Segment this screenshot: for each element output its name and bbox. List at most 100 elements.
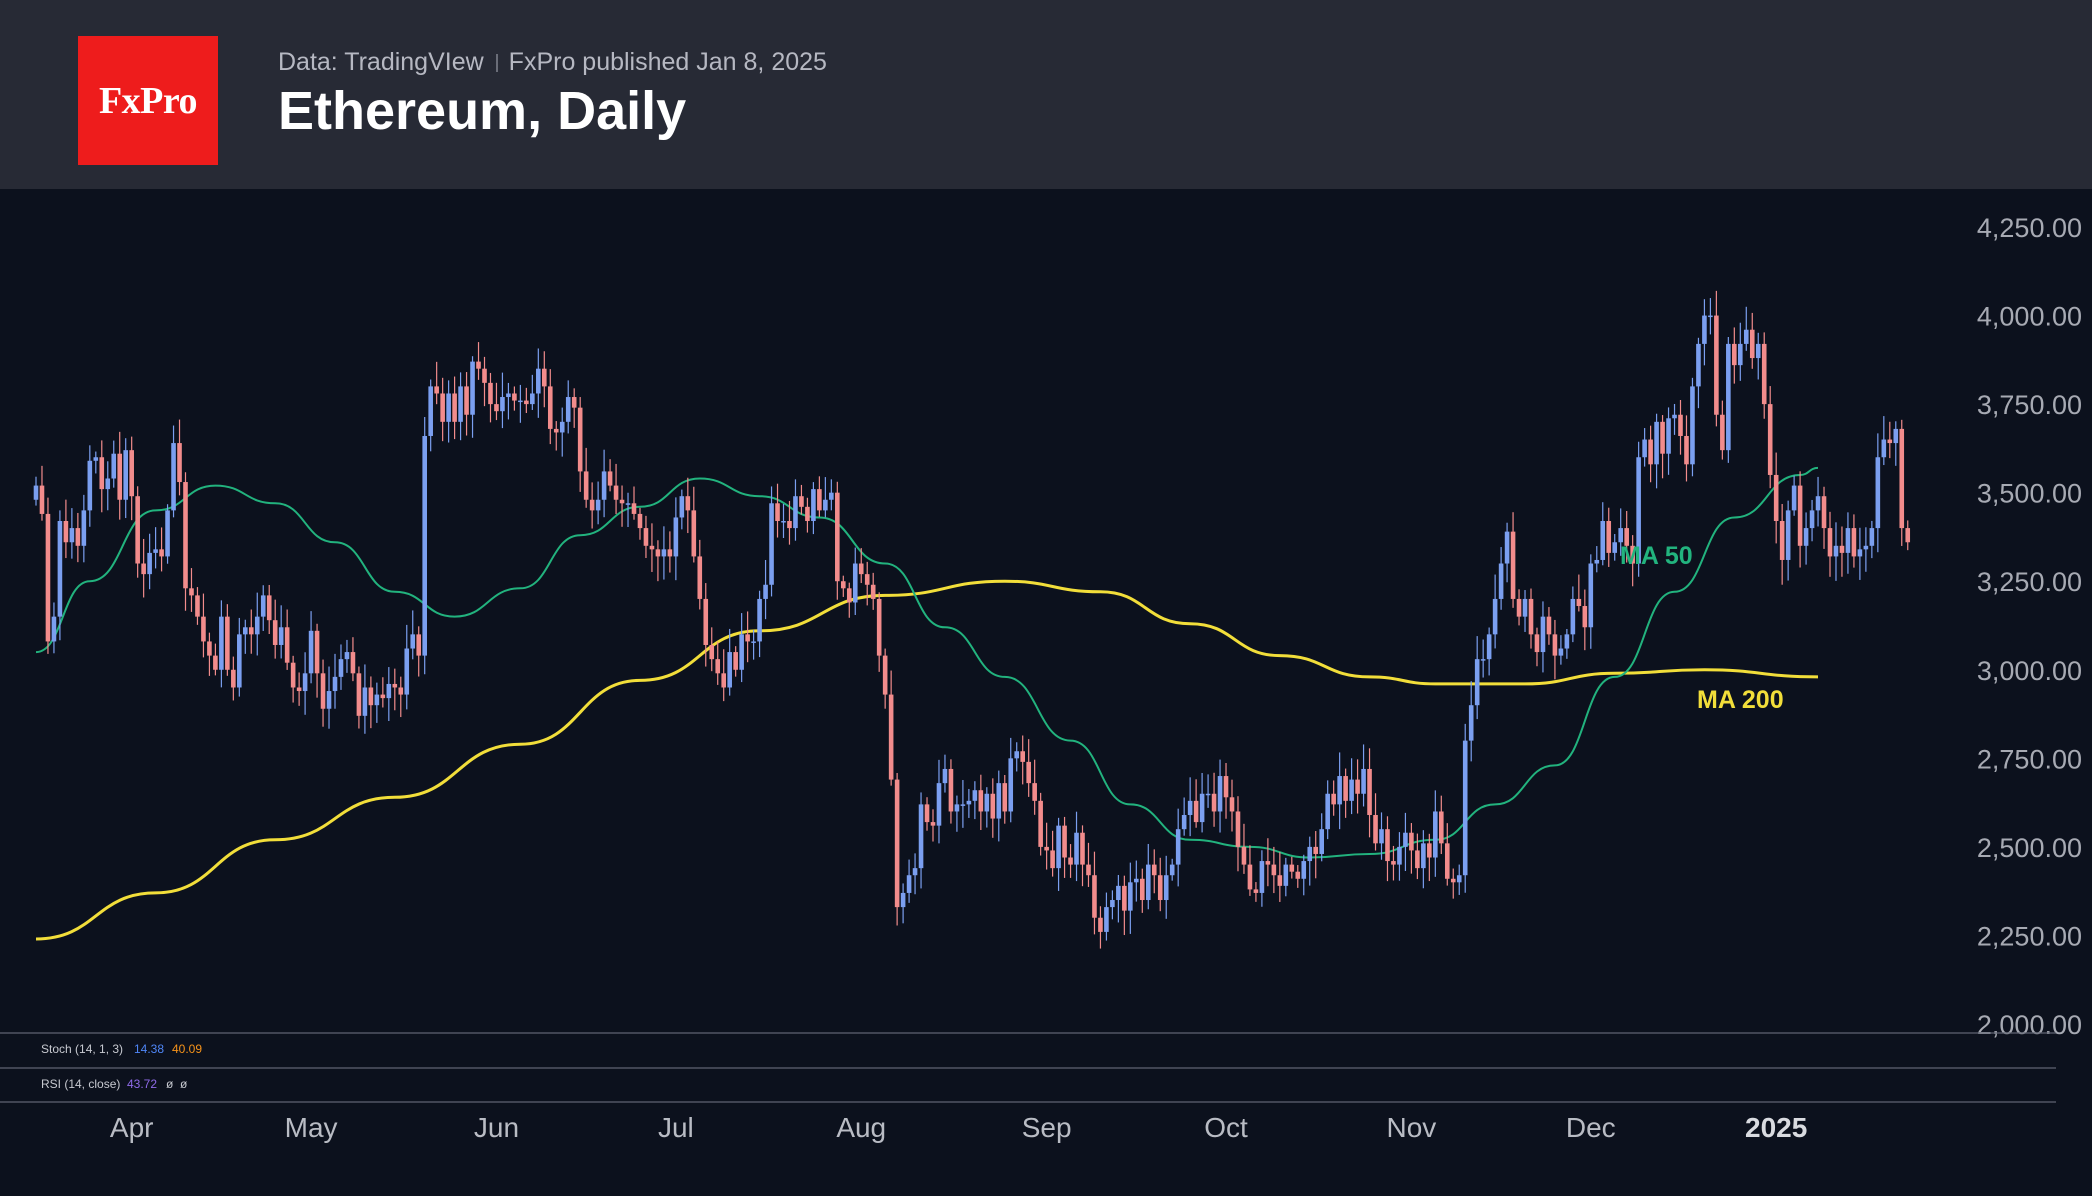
candle-body bbox=[1821, 496, 1827, 529]
candle-body bbox=[338, 659, 344, 677]
candle-body bbox=[1881, 439, 1887, 458]
candle bbox=[1492, 574, 1498, 649]
candle-body bbox=[900, 892, 906, 908]
candle-body bbox=[57, 521, 63, 617]
candle bbox=[494, 382, 499, 421]
candle-body bbox=[1014, 751, 1020, 759]
candle-body bbox=[1325, 793, 1330, 830]
candle-body bbox=[39, 485, 45, 514]
candle-body bbox=[111, 453, 117, 479]
candle-body bbox=[1761, 343, 1767, 405]
candle-body bbox=[1044, 846, 1049, 851]
candle bbox=[1325, 780, 1330, 840]
y-tick-label: 2,750.00 bbox=[1977, 744, 2082, 774]
candle bbox=[207, 632, 212, 676]
candle bbox=[1044, 822, 1049, 870]
candle-body bbox=[1654, 421, 1659, 465]
data-source: Data: TradingVIew bbox=[278, 48, 484, 76]
candle-body bbox=[1642, 439, 1647, 458]
candle-body bbox=[1672, 414, 1677, 419]
candle-body bbox=[93, 457, 99, 461]
candle-body bbox=[1283, 864, 1289, 886]
candle-body bbox=[1612, 542, 1618, 553]
candle bbox=[661, 526, 667, 580]
candle bbox=[1594, 546, 1600, 573]
candle bbox=[1504, 522, 1510, 583]
candle bbox=[775, 483, 780, 538]
candle-body bbox=[1468, 705, 1474, 741]
candle bbox=[1415, 833, 1420, 880]
candle bbox=[1205, 774, 1211, 808]
candle bbox=[739, 613, 744, 683]
candle-body bbox=[105, 478, 111, 490]
candle-body bbox=[254, 616, 260, 635]
candle bbox=[613, 463, 619, 515]
candle bbox=[1618, 508, 1623, 556]
candle bbox=[452, 376, 457, 440]
stoch-k-value: 14.38 bbox=[134, 1042, 164, 1056]
candle-body bbox=[225, 616, 230, 670]
candle bbox=[93, 451, 99, 474]
candle bbox=[1014, 742, 1020, 772]
candle bbox=[625, 492, 631, 527]
candle-body bbox=[1444, 843, 1450, 879]
candle bbox=[1570, 586, 1576, 643]
candle bbox=[1696, 337, 1701, 409]
y-tick-label: 3,500.00 bbox=[1977, 479, 2082, 509]
candle bbox=[171, 425, 176, 518]
candle bbox=[524, 387, 529, 413]
candle bbox=[201, 593, 206, 658]
candle-body bbox=[1702, 315, 1707, 344]
candle-body bbox=[984, 793, 990, 812]
candle-body bbox=[1080, 832, 1085, 865]
candle bbox=[679, 489, 685, 530]
candle-body bbox=[434, 386, 439, 394]
candle-body bbox=[757, 598, 762, 642]
candle-body bbox=[1755, 343, 1761, 359]
candle-body bbox=[1648, 439, 1653, 465]
candle bbox=[697, 539, 703, 610]
candle bbox=[817, 476, 822, 517]
candle-body bbox=[470, 361, 475, 415]
candle bbox=[1839, 526, 1845, 577]
candle-body bbox=[942, 768, 948, 784]
candle bbox=[1738, 322, 1743, 381]
x-tick-label: Nov bbox=[1387, 1112, 1437, 1143]
candle bbox=[219, 600, 224, 688]
candle bbox=[960, 780, 966, 828]
candle bbox=[1199, 772, 1205, 833]
candle bbox=[159, 527, 164, 572]
candle bbox=[1690, 377, 1695, 477]
candle-body bbox=[410, 634, 416, 649]
candle-body bbox=[1624, 528, 1629, 546]
candle bbox=[1056, 817, 1061, 891]
candle bbox=[1761, 332, 1767, 419]
candle-body bbox=[488, 382, 493, 405]
candle bbox=[1074, 811, 1079, 882]
candle-body bbox=[1343, 776, 1348, 801]
candle bbox=[1157, 857, 1163, 912]
candle-body bbox=[721, 673, 726, 688]
candle bbox=[87, 445, 93, 527]
candle bbox=[1905, 520, 1911, 551]
rsi-label: RSI (14, close) bbox=[41, 1077, 120, 1091]
candle bbox=[350, 637, 356, 682]
candle-body bbox=[601, 471, 607, 500]
candle bbox=[183, 472, 188, 611]
candle bbox=[589, 482, 595, 529]
candle-body bbox=[1026, 761, 1031, 784]
candle-body bbox=[260, 595, 266, 617]
candle bbox=[1104, 892, 1109, 941]
candle bbox=[823, 477, 828, 518]
candle bbox=[1528, 588, 1534, 649]
candle-body bbox=[177, 443, 182, 483]
candle bbox=[1486, 627, 1492, 676]
candle bbox=[1510, 512, 1516, 608]
candle-body bbox=[81, 510, 87, 546]
meta-separator bbox=[495, 53, 498, 72]
candle bbox=[506, 382, 511, 420]
candle-body bbox=[990, 793, 996, 819]
candle bbox=[1474, 636, 1480, 720]
candle-body bbox=[1313, 846, 1319, 854]
candle bbox=[583, 447, 589, 508]
